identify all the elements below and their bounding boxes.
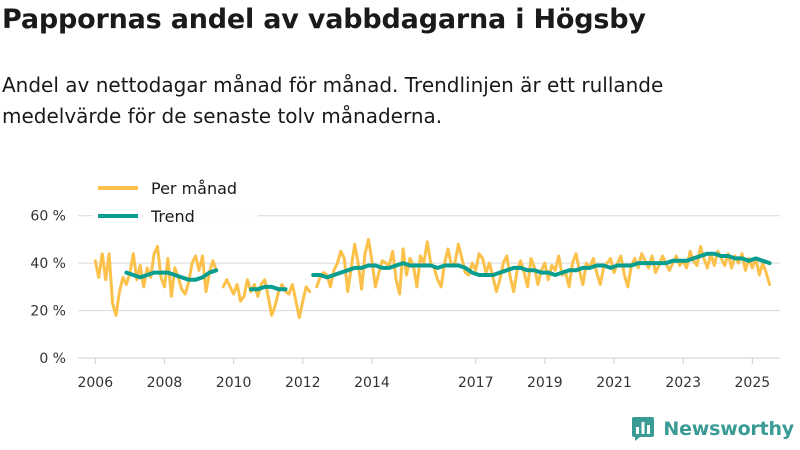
brand-name: Newsworthy [663,418,794,440]
x-tick-label: 2006 [77,375,113,391]
x-tick-label: 2019 [527,375,563,391]
legend-background [92,174,258,232]
y-axis-labels: 0 % 20 % 40 % 60 % [30,209,66,367]
x-tick-label: 2021 [596,375,632,391]
chart-title: Pappornas andel av vabbdagarna i Högsby [2,4,646,35]
x-tick-label: 2008 [147,375,183,391]
trend-line-segment-2 [248,284,288,292]
legend: Per månad Trend [92,174,258,232]
bar-chart-logo-icon [632,417,655,441]
x-tick-label: 2010 [216,375,252,391]
x-tick-label: 2025 [735,375,771,391]
x-tick-label: 2023 [665,375,701,391]
line-chart: 0 % 20 % 40 % 60 % 2006 2008 2010 2012 2014 2017… [30,174,780,391]
monthly-line-segment-3 [315,237,772,296]
chart-subtitle: Andel av nettodagar månad för månad. Tre… [2,73,664,128]
y-tick-label: 60 % [30,209,66,225]
x-tick-label: 2012 [285,375,321,391]
trend-line-segment-1 [124,268,219,282]
series-lines [93,237,772,320]
x-axis: 2006 2008 2010 2012 2014 2017 2019 2021 2023 2025 [77,357,780,391]
newsworthy-branding: Newsworthy [631,414,794,444]
y-tick-label: 0 % [39,351,66,367]
monthly-line-segment-1 [93,245,218,317]
y-tick-label: 40 % [30,256,66,272]
trend-legend-label: Trend [150,207,195,226]
trend-line-segment-3 [311,251,772,280]
y-tick-label: 20 % [30,304,66,320]
x-tick-label: 2014 [354,375,390,391]
x-tick-label: 2017 [458,375,494,391]
monthly-legend-label: Per månad [151,179,237,198]
